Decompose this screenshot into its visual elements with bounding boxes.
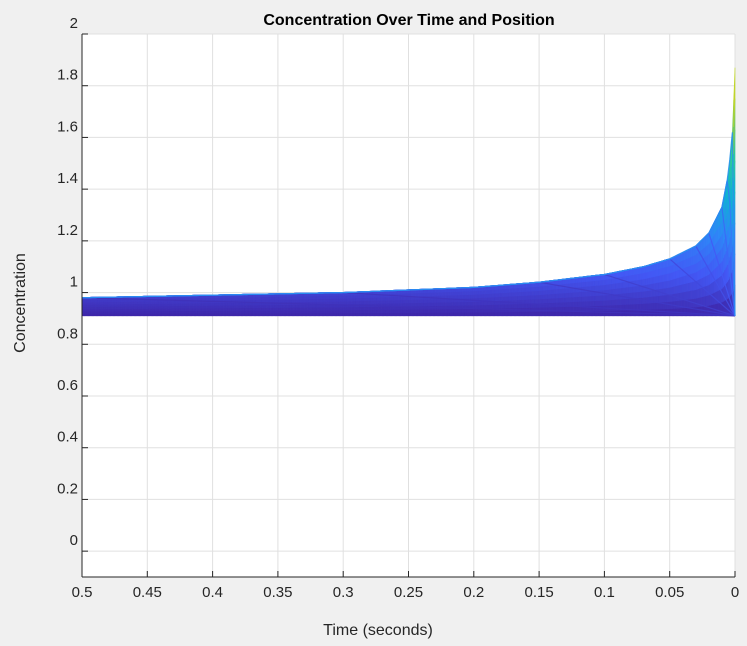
y-tick-label: 0.2 xyxy=(57,480,78,497)
y-tick-label: 1.2 xyxy=(57,222,78,239)
x-tick-label: 0.05 xyxy=(655,584,684,601)
y-tick-label: 2 xyxy=(70,15,78,32)
y-tick-label: 0.8 xyxy=(57,325,78,342)
x-tick-label: 0.2 xyxy=(463,584,484,601)
chart-title: Concentration Over Time and Position xyxy=(263,12,554,29)
x-tick-label: 0.45 xyxy=(133,584,162,601)
x-tick-label: 0.1 xyxy=(594,584,615,601)
y-tick-label: 0 xyxy=(70,532,78,549)
y-tick-label: 1.4 xyxy=(57,170,78,187)
x-tick-label: 0.3 xyxy=(333,584,354,601)
y-tick-label: 1 xyxy=(70,274,78,291)
x-tick-label: 0.35 xyxy=(263,584,292,601)
x-axis-label: Time (seconds) xyxy=(323,622,433,639)
y-tick-label: 1.6 xyxy=(57,118,78,135)
x-tick-label: 0.15 xyxy=(524,584,553,601)
y-tick-label: 0.4 xyxy=(57,429,78,446)
surface-plot xyxy=(81,67,736,317)
y-axis-label: Concentration xyxy=(12,253,29,353)
x-tick-label: 0.4 xyxy=(202,584,223,601)
y-tick-label: 1.8 xyxy=(57,67,78,84)
x-tick-label: 0 xyxy=(731,584,739,601)
x-tick-label: 0.5 xyxy=(72,584,93,601)
y-tick-label: 0.6 xyxy=(57,377,78,394)
x-tick-label: 0.25 xyxy=(394,584,423,601)
